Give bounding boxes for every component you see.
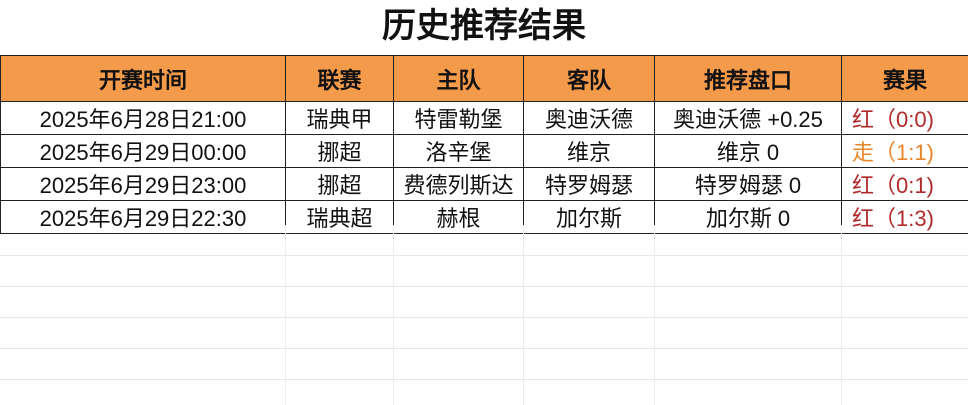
- cell-home: 特雷勒堡: [393, 101, 524, 135]
- cell-league: 瑞典甲: [285, 101, 394, 135]
- grid-line: [393, 225, 394, 405]
- column-header: 联赛: [285, 55, 394, 102]
- table-row: 2025年6月29日23:00 挪超 费德列斯达 特罗姆瑟 特罗姆瑟 0 红（0:1): [0, 167, 968, 201]
- column-header: 推荐盘口: [654, 55, 842, 102]
- cell-home: 洛辛堡: [393, 134, 524, 168]
- grid-line: [841, 225, 842, 405]
- cell-result: 走（1:1): [841, 134, 968, 168]
- cell-time: 2025年6月29日00:00: [0, 134, 286, 168]
- cell-result: 红（0:0): [841, 101, 968, 135]
- grid-line: [654, 225, 655, 405]
- column-header: 赛果: [841, 55, 968, 102]
- page-title: 历史推荐结果: [382, 7, 586, 45]
- cell-time: 2025年6月29日23:00: [0, 167, 286, 201]
- cell-away: 奥迪沃德: [523, 101, 655, 135]
- cell-league: 挪超: [285, 167, 394, 201]
- empty-grid: [0, 225, 968, 405]
- grid-line: [523, 225, 524, 405]
- cell-home: 费德列斯达: [393, 167, 524, 201]
- grid-line: [285, 225, 286, 405]
- cell-result: 红（0:1): [841, 167, 968, 201]
- cell-pick: 特罗姆瑟 0: [654, 167, 842, 201]
- column-header: 开赛时间: [0, 55, 286, 102]
- results-table: 开赛时间 联赛 主队 客队 推荐盘口 赛果 2025年6月28日21:00 瑞典甲 特雷勒堡奥…: [0, 55, 968, 234]
- cell-away: 维京: [523, 134, 655, 168]
- column-header: 客队: [523, 55, 655, 102]
- cell-away: 特罗姆瑟: [523, 167, 655, 201]
- table-row: 2025年6月29日00:00 挪超 洛辛堡 维京 维京 0 走（1:1): [0, 134, 968, 168]
- cell-pick: 维京 0: [654, 134, 842, 168]
- table-row: 2025年6月28日21:00 瑞典甲 特雷勒堡 奥迪沃德 奥迪沃德 +0.25 红（0:…: [0, 101, 968, 135]
- cell-league: 挪超: [285, 134, 394, 168]
- column-header: 主队: [393, 55, 524, 102]
- cell-pick: 奥迪沃德 +0.25: [654, 101, 842, 135]
- cell-time: 2025年6月28日21:00: [0, 101, 286, 135]
- header-row: 开赛时间 联赛 主队 客队 推荐盘口 赛果: [0, 55, 968, 102]
